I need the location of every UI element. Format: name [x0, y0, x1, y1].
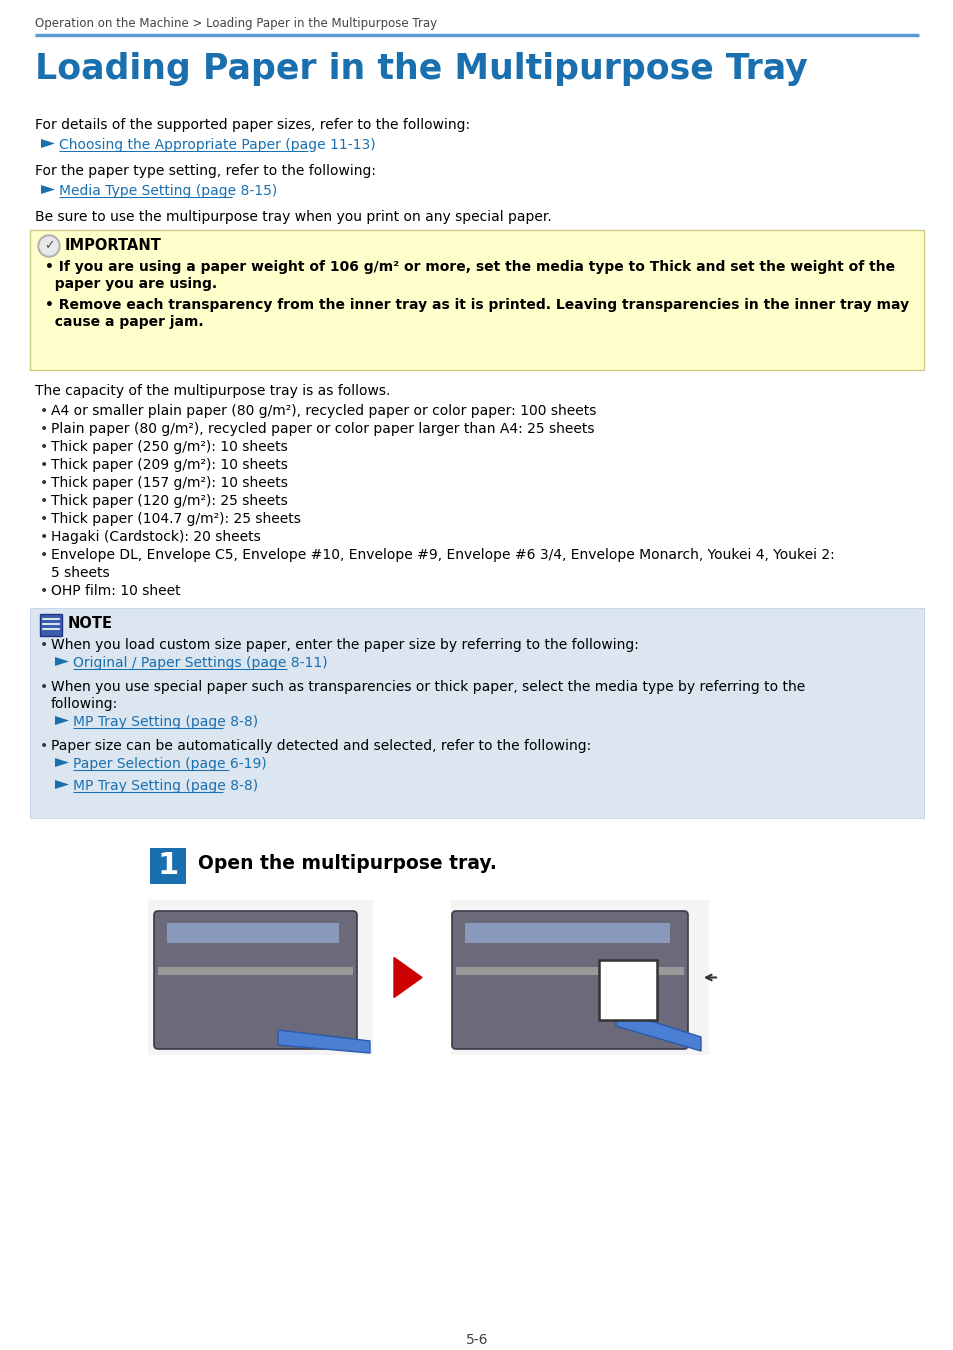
- Text: •: •: [40, 680, 49, 694]
- Text: •: •: [40, 477, 49, 490]
- Text: IMPORTANT: IMPORTANT: [65, 238, 162, 252]
- Text: •: •: [40, 639, 49, 652]
- Text: 5 sheets: 5 sheets: [51, 566, 110, 580]
- FancyBboxPatch shape: [598, 960, 657, 1021]
- Text: For the paper type setting, refer to the following:: For the paper type setting, refer to the…: [35, 163, 375, 178]
- Text: When you use special paper such as transparencies or thick paper, select the med: When you use special paper such as trans…: [51, 680, 804, 694]
- Text: •: •: [40, 440, 49, 454]
- Text: Thick paper (120 g/m²): 25 sheets: Thick paper (120 g/m²): 25 sheets: [51, 494, 288, 508]
- FancyBboxPatch shape: [167, 923, 338, 944]
- Polygon shape: [55, 657, 69, 666]
- Text: ✓: ✓: [44, 239, 54, 252]
- Text: The capacity of the multipurpose tray is as follows.: The capacity of the multipurpose tray is…: [35, 383, 390, 398]
- Text: For details of the supported paper sizes, refer to the following:: For details of the supported paper sizes…: [35, 117, 470, 132]
- Text: When you load custom size paper, enter the paper size by referring to the follow: When you load custom size paper, enter t…: [51, 639, 639, 652]
- Text: Hagaki (Cardstock): 20 sheets: Hagaki (Cardstock): 20 sheets: [51, 531, 260, 544]
- Text: Thick paper (157 g/m²): 10 sheets: Thick paper (157 g/m²): 10 sheets: [51, 477, 288, 490]
- Text: Be sure to use the multipurpose tray when you print on any special paper.: Be sure to use the multipurpose tray whe…: [35, 211, 551, 224]
- Polygon shape: [41, 139, 55, 148]
- Text: • Remove each transparency from the inner tray as it is printed. Leaving transpa: • Remove each transparency from the inne…: [45, 298, 908, 312]
- Text: Envelope DL, Envelope C5, Envelope #10, Envelope #9, Envelope #6 3/4, Envelope M: Envelope DL, Envelope C5, Envelope #10, …: [51, 548, 834, 562]
- Polygon shape: [616, 1010, 700, 1052]
- Text: Thick paper (250 g/m²): 10 sheets: Thick paper (250 g/m²): 10 sheets: [51, 440, 288, 454]
- Text: •: •: [40, 585, 49, 598]
- Text: Plain paper (80 g/m²), recycled paper or color paper larger than A4: 25 sheets: Plain paper (80 g/m²), recycled paper or…: [51, 423, 594, 436]
- Polygon shape: [394, 957, 421, 998]
- Text: •: •: [40, 423, 49, 436]
- FancyBboxPatch shape: [30, 230, 923, 370]
- Text: paper you are using.: paper you are using.: [45, 277, 217, 292]
- Text: following:: following:: [51, 697, 118, 711]
- Text: Paper size can be automatically detected and selected, refer to the following:: Paper size can be automatically detected…: [51, 738, 591, 753]
- FancyBboxPatch shape: [153, 911, 356, 1049]
- Text: Paper Selection (page 6-19): Paper Selection (page 6-19): [73, 757, 267, 771]
- Polygon shape: [55, 757, 69, 767]
- Polygon shape: [55, 716, 69, 725]
- Text: Choosing the Appropriate Paper (page 11-13): Choosing the Appropriate Paper (page 11-…: [59, 138, 375, 153]
- FancyBboxPatch shape: [456, 967, 683, 975]
- Text: •: •: [40, 738, 49, 753]
- Text: Thick paper (209 g/m²): 10 sheets: Thick paper (209 g/m²): 10 sheets: [51, 458, 288, 472]
- Text: Open the multipurpose tray.: Open the multipurpose tray.: [198, 855, 497, 873]
- Circle shape: [38, 235, 60, 256]
- FancyBboxPatch shape: [30, 608, 923, 818]
- Text: Media Type Setting (page 8-15): Media Type Setting (page 8-15): [59, 184, 277, 198]
- Circle shape: [40, 238, 58, 255]
- Text: 1: 1: [157, 852, 178, 880]
- Text: •: •: [40, 531, 49, 544]
- Text: •: •: [40, 512, 49, 526]
- FancyBboxPatch shape: [452, 911, 687, 1049]
- Text: •: •: [40, 458, 49, 472]
- Text: Original / Paper Settings (page 8-11): Original / Paper Settings (page 8-11): [73, 656, 327, 670]
- Text: Loading Paper in the Multipurpose Tray: Loading Paper in the Multipurpose Tray: [35, 53, 807, 86]
- Text: •: •: [40, 404, 49, 418]
- FancyBboxPatch shape: [40, 614, 62, 636]
- Text: NOTE: NOTE: [68, 616, 112, 630]
- Polygon shape: [277, 1030, 370, 1053]
- Text: A4 or smaller plain paper (80 g/m²), recycled paper or color paper: 100 sheets: A4 or smaller plain paper (80 g/m²), rec…: [51, 404, 596, 418]
- Text: OHP film: 10 sheet: OHP film: 10 sheet: [51, 585, 180, 598]
- Text: •: •: [40, 548, 49, 562]
- Text: MP Tray Setting (page 8-8): MP Tray Setting (page 8-8): [73, 779, 258, 792]
- FancyBboxPatch shape: [148, 900, 373, 1054]
- FancyBboxPatch shape: [158, 967, 353, 975]
- Text: •: •: [40, 494, 49, 508]
- FancyBboxPatch shape: [451, 900, 708, 1054]
- Text: 5-6: 5-6: [465, 1332, 488, 1347]
- Text: MP Tray Setting (page 8-8): MP Tray Setting (page 8-8): [73, 716, 258, 729]
- Text: Operation on the Machine > Loading Paper in the Multipurpose Tray: Operation on the Machine > Loading Paper…: [35, 18, 436, 30]
- Text: • If you are using a paper weight of 106 g/m² or more, set the media type to Thi: • If you are using a paper weight of 106…: [45, 261, 894, 274]
- FancyBboxPatch shape: [150, 848, 186, 884]
- Text: Thick paper (104.7 g/m²): 25 sheets: Thick paper (104.7 g/m²): 25 sheets: [51, 512, 300, 526]
- FancyBboxPatch shape: [464, 923, 669, 944]
- Text: cause a paper jam.: cause a paper jam.: [45, 315, 203, 329]
- Polygon shape: [41, 185, 55, 194]
- Polygon shape: [55, 780, 69, 788]
